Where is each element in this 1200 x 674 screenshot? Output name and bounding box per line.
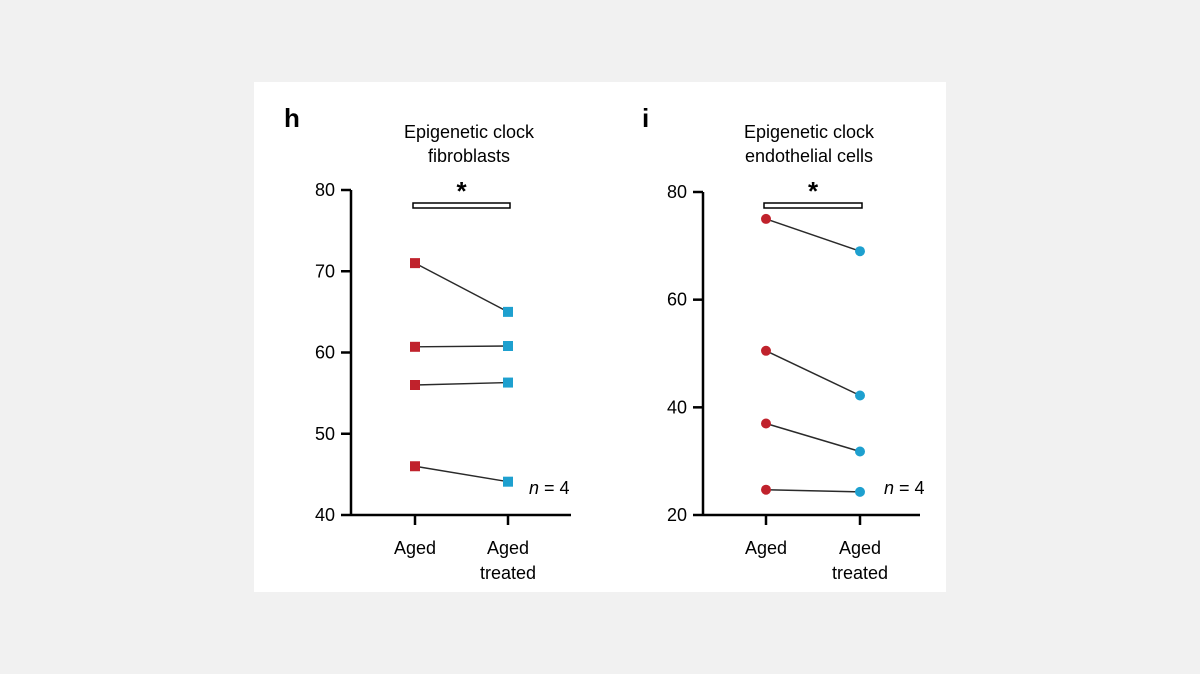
y-tick-label: 20 [667,505,687,525]
x-category-label: Aged [487,538,529,558]
significance-bar [763,202,863,209]
chart-title-line: Epigenetic clock [744,122,875,142]
n-label-italic: n [884,478,894,498]
n-label: n = 4 [529,478,570,498]
chart-title-line: Epigenetic clock [404,122,535,142]
data-point-aged [761,484,771,495]
data-point-aged [761,418,771,429]
x-category-label: Aged [745,538,787,558]
series-line [765,488,861,493]
figure-panel: h Epigenetic clock fibroblasts 40 50 60 70 80 Ag… [254,82,946,592]
data-point-treated [503,341,513,351]
data-point-aged [410,461,420,472]
n-label: n = 4 [884,478,925,498]
data-point-aged [410,380,420,390]
significance-bar [412,202,511,209]
series-line [765,350,861,397]
chart-panel-i: i Epigenetic clock endothelial cells 20 40 60… [642,103,925,583]
n-label-value: = 4 [894,478,925,498]
y-tick-label: 80 [667,182,687,202]
figure-svg: h Epigenetic clock fibroblasts 40 50 60 70 80 Ag… [284,103,925,583]
y-tick-label: 60 [315,343,335,363]
panel-label: i [642,103,649,133]
data-point-aged [410,258,420,269]
y-tick-label: 70 [315,261,335,281]
data-point-treated [503,377,513,388]
y-tick-label: 40 [667,397,687,417]
data-point-aged [761,345,771,356]
series-line [765,422,861,453]
chart-title-line: endothelial cells [745,146,873,166]
chart-panel-h: h Epigenetic clock fibroblasts 40 50 60 70 80 Ag… [284,103,571,583]
panel-label: h [284,103,300,133]
data-point-treated [855,486,865,497]
series-line [414,465,509,483]
data-point-aged [410,341,420,352]
n-label-value: = 4 [539,478,570,498]
significance-star: * [456,176,467,206]
data-point-treated [855,246,865,257]
data-point-treated [855,446,865,457]
data-point-aged [761,213,771,224]
y-tick-label: 80 [315,180,335,200]
data-point-treated [503,306,513,317]
significance-star: * [808,176,819,206]
y-tick-label: 50 [315,424,335,444]
x-category-label: Aged [394,538,436,558]
x-category-label: treated [480,563,536,583]
series-line [414,262,509,313]
x-category-label: Aged [839,538,881,558]
chart-title-line: fibroblasts [428,146,510,166]
x-category-label: treated [832,563,888,583]
n-label-italic: n [529,478,539,498]
series-line [414,381,509,386]
data-point-treated [503,476,513,487]
data-point-treated [855,390,865,401]
series-line [414,345,509,348]
y-tick-label: 60 [667,290,687,310]
y-tick-label: 40 [315,505,335,525]
series-line [765,218,861,252]
